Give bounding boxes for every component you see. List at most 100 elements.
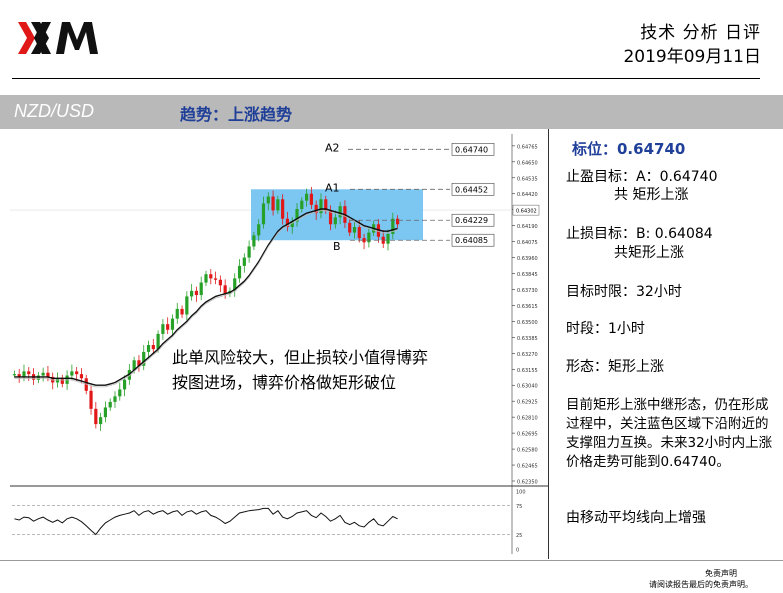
candle-body bbox=[319, 199, 323, 214]
candle-body bbox=[290, 221, 294, 228]
level-box bbox=[451, 182, 495, 196]
candle-body bbox=[190, 290, 194, 297]
candle-body bbox=[314, 204, 318, 214]
candle-body bbox=[257, 224, 261, 236]
header-divider bbox=[12, 78, 760, 79]
trend-label: 趋势：上涨趋势 bbox=[180, 105, 293, 124]
candle-body bbox=[247, 246, 251, 258]
candle-body bbox=[113, 396, 117, 402]
level-value: 0.64229 bbox=[455, 216, 488, 225]
chart-annotation-line2: 按图进场，博弈价格做矩形破位 bbox=[172, 373, 396, 392]
candle-body bbox=[194, 290, 199, 296]
y-tick-label: 0.63960 bbox=[517, 256, 538, 262]
instrument-bar bbox=[0, 95, 783, 129]
level-value: 0.64085 bbox=[455, 236, 488, 245]
candle-body bbox=[185, 296, 189, 315]
y-tick-label: 0.64190 bbox=[517, 224, 538, 230]
candle-body bbox=[180, 308, 184, 315]
y-tick-label: 0.62695 bbox=[517, 432, 538, 438]
last-price-marker bbox=[512, 204, 540, 216]
stop-loss-line2: 共矩形上涨 bbox=[614, 245, 684, 261]
candle-body bbox=[295, 209, 299, 222]
disclaimer-text: 请阅读报告最后的免责声明。 bbox=[649, 580, 753, 589]
candle-body bbox=[122, 379, 127, 390]
candle-body bbox=[357, 227, 361, 239]
pattern: 形态：矩形上涨 bbox=[566, 359, 664, 375]
candle-body bbox=[304, 193, 309, 201]
candle-body bbox=[348, 222, 352, 233]
candle-body bbox=[84, 378, 88, 391]
candle-body bbox=[252, 235, 256, 247]
candle-body bbox=[218, 279, 222, 286]
candle-body bbox=[175, 308, 179, 319]
candle-body bbox=[209, 274, 213, 279]
target-price: 标位：0.64740 bbox=[572, 140, 686, 158]
candle-body bbox=[99, 417, 103, 425]
level-value: 0.64740 bbox=[455, 145, 488, 154]
candle-body bbox=[309, 193, 313, 205]
candle-body bbox=[137, 360, 141, 366]
y-tick-label: 0.63155 bbox=[517, 368, 538, 374]
report-date: 2019年09月11日 bbox=[623, 47, 761, 67]
rsi-tick-label: 0 bbox=[516, 548, 519, 554]
disclaimer-title: 免责声明 bbox=[705, 569, 737, 578]
candle-body bbox=[300, 200, 304, 209]
currency-pair: NZD/USD bbox=[14, 101, 94, 121]
candle-body bbox=[161, 324, 165, 334]
y-tick-label: 0.62925 bbox=[517, 400, 538, 406]
candle-body bbox=[261, 203, 266, 225]
candle-body bbox=[237, 265, 242, 279]
candle-body bbox=[266, 196, 270, 204]
candle-body bbox=[213, 278, 218, 280]
y-tick-label: 0.64420 bbox=[517, 192, 538, 198]
candle-body bbox=[60, 378, 64, 384]
y-tick-label: 0.63270 bbox=[517, 352, 538, 358]
candle-body bbox=[233, 278, 237, 291]
candle-body bbox=[103, 407, 108, 418]
candle-body bbox=[89, 390, 93, 409]
candle-body bbox=[352, 227, 357, 233]
candle-body bbox=[17, 374, 21, 377]
y-tick-label: 0.63730 bbox=[517, 288, 538, 294]
analysis-note: 由移动平均线向上增强 bbox=[566, 510, 706, 526]
candle-body bbox=[367, 232, 371, 243]
candle-body bbox=[223, 285, 227, 294]
candle-body bbox=[12, 374, 16, 376]
candle-body bbox=[328, 210, 333, 225]
timeframe: 时段：1小时 bbox=[566, 321, 645, 337]
candle-body bbox=[204, 274, 208, 283]
candle-body bbox=[271, 196, 275, 211]
last-price-label: 0.64302 bbox=[516, 209, 537, 215]
candle-body bbox=[41, 372, 45, 376]
stop-loss-line1: 止损目标：B: 0.64084 bbox=[566, 226, 713, 242]
candle-body bbox=[285, 218, 290, 228]
candle-body bbox=[108, 401, 112, 408]
y-tick-label: 0.62465 bbox=[517, 464, 538, 470]
candle-body bbox=[94, 408, 98, 425]
candle-body bbox=[27, 371, 31, 375]
y-tick-label: 0.62810 bbox=[517, 416, 538, 422]
candle-body bbox=[79, 374, 84, 379]
candle-body bbox=[156, 333, 160, 350]
candle-body bbox=[386, 233, 390, 244]
level-box bbox=[451, 233, 495, 247]
y-tick-label: 0.63615 bbox=[517, 304, 538, 310]
candle-body bbox=[324, 199, 328, 211]
rsi-tick-label: 25 bbox=[516, 533, 522, 539]
candle-body bbox=[166, 324, 170, 330]
y-tick-label: 0.64075 bbox=[517, 240, 538, 246]
y-tick-label: 0.62580 bbox=[517, 448, 538, 454]
candle-body bbox=[151, 345, 155, 350]
candle-body bbox=[391, 218, 395, 234]
y-tick-label: 0.64535 bbox=[517, 176, 538, 182]
take-profit-line1: 止盈目标：A：0.64740 bbox=[566, 169, 718, 185]
level-name: B bbox=[333, 240, 341, 253]
y-tick-label: 0.63845 bbox=[517, 272, 538, 278]
candle-body bbox=[338, 206, 342, 218]
y-tick-label: 0.62350 bbox=[517, 480, 538, 486]
candle-body bbox=[36, 375, 40, 380]
analysis-description: 目前矩形上涨中继形态，仍在形成过程中，关注蓝色区域下沿附近的支撑阻力互换。未来3… bbox=[566, 397, 773, 470]
candle-body bbox=[281, 199, 285, 219]
moving-average-slow-line bbox=[14, 210, 398, 388]
level-name: A1 bbox=[325, 181, 340, 194]
